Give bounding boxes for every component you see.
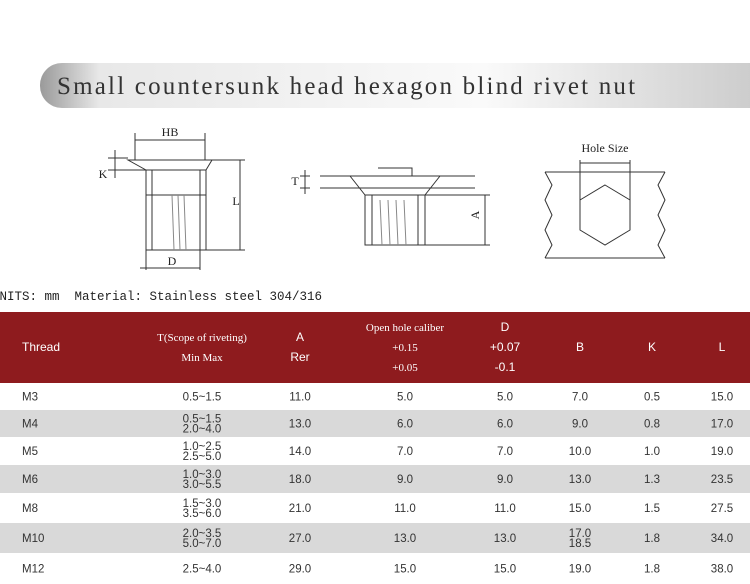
column-header: Thread xyxy=(22,340,60,354)
table-cell: 9.0 xyxy=(397,474,413,486)
table-cell: M12 xyxy=(22,564,44,576)
units-line: UNITS: mm Material: Stainless steel 304/… xyxy=(0,290,322,304)
row-background xyxy=(0,410,750,437)
table-cell: 14.0 xyxy=(289,446,311,458)
table-cell: 5.0 xyxy=(397,392,413,404)
label-hb: HB xyxy=(162,125,179,139)
table-cell: 1.8 xyxy=(644,533,660,545)
table-cell: 0.5~1.5 xyxy=(183,414,222,426)
table-cell: 0.5~1.5 xyxy=(183,392,222,404)
table-cell: 13.0 xyxy=(289,419,311,431)
table-cell: 34.0 xyxy=(711,533,733,545)
table-header xyxy=(0,312,750,383)
table-cell: 5.0 xyxy=(497,392,513,404)
table-cell: 10.0 xyxy=(569,446,591,458)
table-cell: 23.5 xyxy=(711,474,733,486)
table-cell: 5.0~7.0 xyxy=(183,538,222,550)
table-cell: 27.5 xyxy=(711,503,733,515)
table-cell: 15.0 xyxy=(569,503,591,515)
table-cell: 11.0 xyxy=(289,392,311,404)
column-header: T(Scope of riveting) xyxy=(157,332,247,344)
table-cell: 15.0 xyxy=(394,564,416,576)
table-cell: M5 xyxy=(22,446,38,458)
table-cell: 15.0 xyxy=(494,564,516,576)
table-cell: 21.0 xyxy=(289,503,311,515)
row-background xyxy=(0,465,750,493)
table-cell: 1.0 xyxy=(644,446,660,458)
title-banner xyxy=(40,63,750,108)
table-cell: M4 xyxy=(22,419,39,431)
table-cell: 13.0 xyxy=(494,533,516,545)
table-cell: 13.0 xyxy=(569,474,591,486)
table-cell: 7.0 xyxy=(397,446,413,458)
label-l: L xyxy=(232,194,239,208)
column-header: Min Max xyxy=(181,352,223,364)
side-view-diagram: HB K D L xyxy=(99,125,245,270)
table-cell: M8 xyxy=(22,503,38,515)
table-cell: 3.5~6.0 xyxy=(183,508,222,520)
table-cell: 6.0 xyxy=(397,419,413,431)
table-cell: 19.0 xyxy=(569,564,591,576)
table-cell: 7.0 xyxy=(572,392,588,404)
table-cell: 13.0 xyxy=(394,533,416,545)
table-cell: 7.0 xyxy=(497,446,513,458)
column-header: +0.07 xyxy=(490,340,521,354)
table-cell: 11.0 xyxy=(394,503,416,515)
column-header: B xyxy=(576,340,584,354)
column-header: K xyxy=(648,340,656,354)
table-cell: 3.0~5.5 xyxy=(183,479,222,491)
table-cell: 17.0 xyxy=(569,528,591,540)
table-cell: 27.0 xyxy=(289,533,311,545)
table-cell: 2.5~4.0 xyxy=(183,564,222,576)
row-background xyxy=(0,523,750,553)
title: Small countersunk head hexagon blind riv… xyxy=(57,73,637,100)
column-header: A xyxy=(296,330,304,344)
label-k: K xyxy=(99,167,108,181)
table-cell: 0.5 xyxy=(644,392,660,404)
table-cell: 9.0 xyxy=(497,474,513,486)
table-cell: 1.8 xyxy=(644,564,660,576)
table-cell: 0.8 xyxy=(644,419,660,431)
label-d: D xyxy=(168,254,177,268)
table-cell: 2.0~4.0 xyxy=(183,424,222,436)
table-cell: 11.0 xyxy=(494,503,516,515)
column-header: -0.1 xyxy=(495,360,516,374)
table-cell: 18.5 xyxy=(569,538,591,550)
table-cell: 1.5~3.0 xyxy=(183,498,222,510)
label-a: A xyxy=(468,210,482,219)
table-cell: M3 xyxy=(22,392,38,404)
column-header: Rer xyxy=(290,350,309,364)
spec-table: Thread T(Scope of riveting) Min Max A Rer Ope… xyxy=(0,320,750,576)
table-cell: 29.0 xyxy=(289,564,311,576)
table-cell: 9.0 xyxy=(572,419,588,431)
table-cell: 1.5 xyxy=(644,503,660,515)
table-cell: 1.0~2.5 xyxy=(183,441,222,453)
installed-diagram: T A xyxy=(291,167,490,246)
column-header: +0.05 xyxy=(392,362,418,374)
table-cell: M10 xyxy=(22,533,44,545)
table-cell: 19.0 xyxy=(711,446,733,458)
table-cell: 17.0 xyxy=(711,419,733,431)
column-header: +0.15 xyxy=(392,342,418,354)
table-cell: 38.0 xyxy=(711,564,733,576)
table-cell: 15.0 xyxy=(711,392,733,404)
table-cell: 6.0 xyxy=(497,419,513,431)
table-cell: 18.0 xyxy=(289,474,311,486)
table-cell: M6 xyxy=(22,474,38,486)
column-header: D xyxy=(501,320,510,334)
table-cell: 1.0~3.0 xyxy=(183,469,222,481)
table-cell: 1.3 xyxy=(644,474,660,486)
table-cell: 2.0~3.5 xyxy=(183,528,222,540)
column-header: L xyxy=(719,340,726,354)
hole-diagram: Hole Size xyxy=(544,141,666,259)
table-cell: 2.5~5.0 xyxy=(183,451,222,463)
label-t: T xyxy=(291,174,299,188)
label-hole-size: Hole Size xyxy=(582,141,629,155)
column-header: Open hole caliber xyxy=(366,322,445,334)
